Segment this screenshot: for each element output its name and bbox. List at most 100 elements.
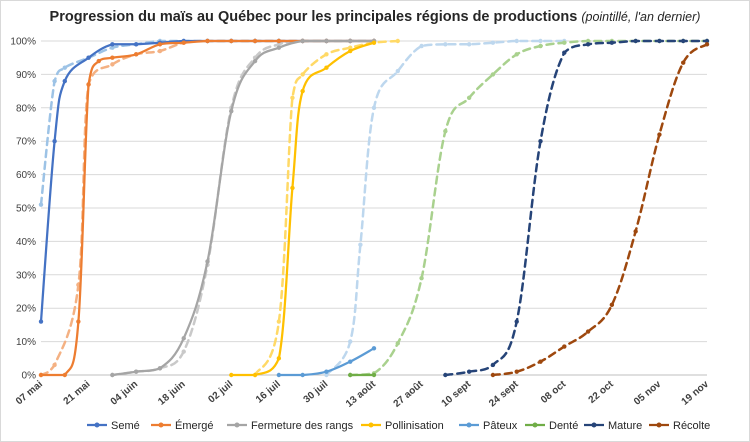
- data-point: [76, 319, 81, 324]
- series-recolte-l-an-dernier: [490, 42, 710, 378]
- data-point: [110, 42, 115, 47]
- data-point: [157, 48, 163, 54]
- data-point: [157, 42, 163, 47]
- x-tick-label: 02 juil: [206, 379, 235, 406]
- data-point: [443, 128, 448, 134]
- data-point: [348, 359, 353, 364]
- data-point: [157, 366, 163, 371]
- data-point: [609, 40, 615, 45]
- data-point: [324, 38, 329, 44]
- data-point: [62, 372, 67, 378]
- x-tick-label: 04 juin: [109, 379, 140, 408]
- data-point: [290, 185, 295, 191]
- series-dente: [348, 372, 377, 378]
- data-point: [38, 202, 44, 207]
- legend-label-fermeture-des-rangs: Fermeture des rangs: [251, 420, 354, 432]
- data-point: [181, 40, 186, 45]
- legend-marker-pollinisation: [368, 422, 374, 428]
- data-point: [52, 362, 57, 368]
- x-tick-label: 21 mai: [62, 379, 93, 408]
- data-point: [358, 242, 363, 247]
- series-pateux-l-an-dernier: [324, 38, 567, 378]
- data-point: [229, 372, 234, 378]
- series-mature-l-an-dernier: [443, 38, 710, 378]
- data-point: [538, 43, 543, 49]
- legend-marker-emerge: [158, 422, 164, 428]
- data-point: [538, 139, 543, 144]
- data-point: [181, 336, 186, 341]
- data-point: [633, 229, 638, 234]
- data-point: [290, 95, 295, 100]
- data-point: [276, 319, 282, 324]
- legend-marker-seme: [94, 422, 100, 428]
- data-point: [562, 40, 567, 45]
- legend-marker-fermeture-des-rangs: [234, 422, 240, 428]
- data-point: [205, 38, 210, 44]
- data-point: [252, 38, 258, 44]
- data-point: [38, 319, 44, 324]
- series-pollinisation: [229, 40, 377, 378]
- data-point: [252, 372, 258, 378]
- x-tick-label: 10 sept: [440, 378, 474, 409]
- data-point: [324, 65, 329, 70]
- data-point: [276, 38, 282, 44]
- x-tick-label: 07 mai: [14, 379, 45, 408]
- data-point: [562, 344, 567, 349]
- data-point: [704, 42, 710, 47]
- data-point: [681, 38, 686, 44]
- x-tick-label: 08 oct: [539, 378, 569, 405]
- data-point: [133, 52, 139, 57]
- data-point: [300, 372, 305, 378]
- series-line: [39, 39, 328, 206]
- legend: Semé Émergé Fermeture des rangs Pollinisati…: [87, 419, 710, 432]
- data-point: [657, 132, 662, 137]
- data-point: [348, 339, 353, 344]
- data-point: [300, 88, 305, 94]
- legend-label-emerge: Émergé: [175, 419, 214, 432]
- data-point: [538, 38, 543, 44]
- y-tick-label: 30%: [16, 270, 36, 281]
- data-point: [133, 42, 139, 47]
- data-point: [466, 369, 472, 374]
- data-point: [371, 372, 377, 378]
- x-tick-label: 05 nov: [632, 379, 664, 408]
- data-point: [276, 42, 282, 47]
- data-point: [562, 50, 567, 55]
- data-point: [371, 40, 377, 45]
- data-point: [86, 82, 91, 87]
- data-point: [585, 42, 591, 47]
- data-point: [300, 38, 305, 44]
- series-line: [491, 43, 709, 377]
- x-tick-label: 18 juin: [156, 379, 187, 408]
- data-point: [490, 72, 496, 77]
- data-point: [276, 356, 282, 361]
- x-tick-label: 16 juil: [254, 379, 283, 406]
- y-tick-label: 60%: [16, 170, 36, 181]
- data-point: [52, 78, 57, 84]
- legend-label-pateux: Pâteux: [483, 420, 518, 432]
- data-point: [348, 38, 353, 44]
- x-tick-label: 27 août: [392, 378, 426, 409]
- data-point: [538, 359, 543, 364]
- data-point: [419, 275, 424, 281]
- data-point: [585, 329, 591, 334]
- legend-label-seme: Semé: [111, 420, 140, 432]
- data-point: [348, 48, 353, 54]
- data-point: [62, 78, 67, 84]
- gridlines: [41, 40, 707, 376]
- data-point: [110, 45, 115, 50]
- y-tick-label: 80%: [16, 103, 36, 114]
- legend-label-dente: Denté: [549, 420, 578, 432]
- legend-label-pollinisation: Pollinisation: [385, 420, 444, 432]
- y-tick-label: 100%: [10, 37, 36, 48]
- data-point: [609, 302, 615, 308]
- data-point: [585, 38, 591, 44]
- data-point: [181, 349, 186, 354]
- data-point: [514, 369, 519, 374]
- data-point: [348, 372, 353, 378]
- data-point: [62, 65, 67, 70]
- data-point: [490, 40, 496, 45]
- series-fermeture-des-rangs: [110, 38, 377, 378]
- data-point: [110, 62, 115, 67]
- data-point: [324, 369, 329, 374]
